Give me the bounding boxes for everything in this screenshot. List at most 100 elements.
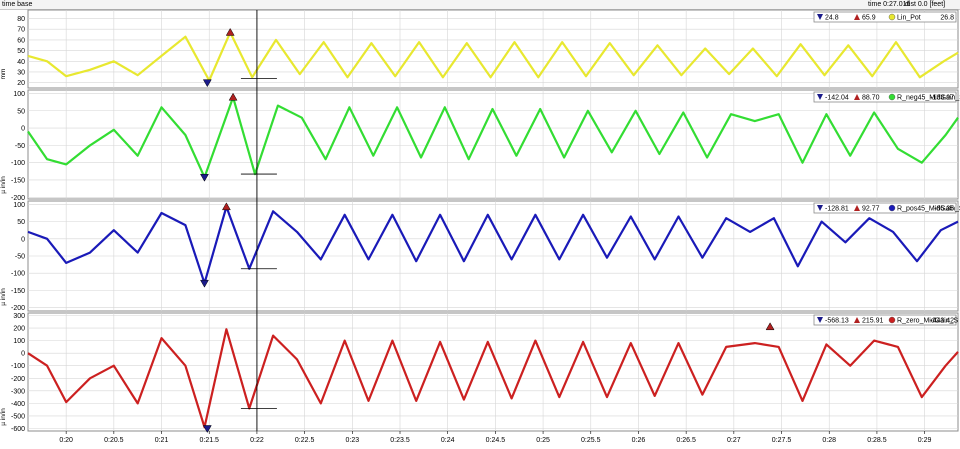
y-tick-label: 50: [17, 108, 25, 115]
x-tick-label: 0:28: [822, 437, 836, 444]
cursor-distance-readout: dist 0.0 [feet]: [905, 1, 946, 8]
plot-area: [27, 312, 959, 432]
y-tick-label: 70: [17, 27, 25, 34]
y-tick-label: 50: [17, 219, 25, 226]
y-tick-label: -100: [11, 271, 25, 278]
panel-lin_pot: 20 30 40 50 60 70 80 mm 24.8 65.9 Lin_Pot 26.8: [0, 9, 959, 89]
y-tick-label: 0: [21, 351, 25, 358]
x-tick-label: 0:23: [345, 437, 359, 444]
legend-min-icon: [817, 94, 823, 100]
legend-series-name: Lin_Pot: [897, 15, 921, 22]
legend-cursor-value: -133.97: [930, 95, 954, 102]
y-tick-label: 200: [13, 326, 25, 333]
x-tick-label: 0:22.5: [295, 437, 315, 444]
legend-series-swatch: [888, 316, 896, 324]
legend-max-icon: [854, 317, 860, 323]
y-tick-label: -100: [11, 160, 25, 167]
plot-area: [27, 89, 959, 200]
y-axis-label: µ in/in: [0, 288, 7, 306]
x-tick-label: 0:22: [250, 437, 264, 444]
min-marker: [202, 425, 212, 433]
y-tick-label: -50: [15, 254, 25, 261]
legend-series-name: R_pos45_MidGain_S: [897, 206, 960, 213]
y-tick-label: -200: [11, 195, 25, 202]
y-tick-label: 80: [17, 16, 25, 23]
legend-box: [813, 314, 957, 326]
min-marker: [200, 173, 209, 182]
y-axis-label: mm: [0, 69, 7, 80]
x-tick-label: 0:20.5: [104, 437, 124, 444]
y-tick-label: -200: [11, 305, 25, 312]
legend-max-icon: [854, 14, 860, 20]
legend-series-name: R_zero_MidGain_S: [897, 318, 958, 325]
series-line-r_pos45: [27, 205, 959, 285]
time-base-label: time base: [2, 1, 33, 8]
legend-max-icon: [854, 94, 860, 100]
legend-max-value: 215.91: [862, 318, 884, 325]
x-tick-label: 0:27.5: [772, 437, 792, 444]
x-tick-label: 0:23.5: [390, 437, 410, 444]
y-tick-label: -500: [11, 413, 25, 420]
y-tick-label: -300: [11, 388, 25, 395]
x-tick-label: 0:25.5: [581, 437, 601, 444]
legend-box: [813, 91, 957, 103]
y-axis-label: µ in/in: [0, 408, 7, 426]
x-tick-label: 0:24: [441, 437, 455, 444]
max-marker: [225, 27, 235, 36]
legend-max-value: 88.70: [862, 95, 880, 102]
y-tick-label: 60: [17, 37, 25, 44]
x-tick-label: 0:26: [632, 437, 646, 444]
legend-series-name: R_neg45_MidGain_S: [897, 95, 960, 102]
legend-cursor-value: 26.8: [940, 15, 954, 22]
y-tick-label: 300: [13, 313, 25, 320]
legend-min-icon: [817, 14, 823, 20]
x-tick-label: 0:21: [155, 437, 169, 444]
panel-r_pos45: 100 50 0 -50 -100 -150 -200 µ in/in -128.81 92.77…: [0, 200, 960, 312]
legend-max-value: 92.77: [862, 206, 880, 213]
series-line-lin_pot: [27, 31, 959, 82]
y-tick-label: 30: [17, 69, 25, 76]
legend-series-swatch: [888, 93, 896, 101]
legend-max-icon: [854, 205, 860, 211]
y-tick-label: 50: [17, 48, 25, 55]
min-marker: [200, 279, 209, 288]
x-tick-label: 0:25: [536, 437, 550, 444]
y-tick-label: 40: [17, 59, 25, 66]
y-axis-label: µ in/in: [0, 176, 7, 194]
y-tick-label: 0: [21, 126, 25, 133]
y-tick-label: -600: [11, 426, 25, 433]
x-tick-label: 0:29: [918, 437, 932, 444]
max-marker: [228, 92, 238, 101]
x-tick-label: 0:26.5: [676, 437, 696, 444]
y-tick-label: -200: [11, 376, 25, 383]
legend-min-icon: [817, 205, 823, 211]
legend-min-value: -128.81: [825, 206, 849, 213]
legend-series-swatch: [888, 204, 896, 212]
legend-box: [813, 11, 957, 23]
y-tick-label: -50: [15, 143, 25, 150]
x-tick-label: 0:20: [59, 437, 73, 444]
series-line-r_zero: [27, 328, 959, 429]
y-tick-label: 20: [17, 80, 25, 87]
x-tick-label: 0:24.5: [486, 437, 506, 444]
legend-series-swatch: [888, 13, 896, 21]
panel-r_zero: 300 200 100 0 -100 -200 -300 -400 -500 -600 µ in/i…: [0, 312, 959, 433]
legend-min-icon: [817, 317, 823, 323]
y-tick-label: 100: [13, 91, 25, 98]
y-tick-label: -400: [11, 401, 25, 408]
y-tick-label: -100: [11, 363, 25, 370]
legend-box: [813, 202, 957, 214]
x-tick-label: 0:21.5: [199, 437, 219, 444]
y-tick-label: 100: [13, 202, 25, 209]
panel-r_neg45: 100 50 0 -50 -100 -150 -200 µ in/in -142.04 88.70…: [0, 89, 960, 202]
x-tick-label: 0:28.5: [867, 437, 887, 444]
x-tick-label: 0:27: [727, 437, 741, 444]
max-marker: [221, 202, 231, 211]
legend-cursor-value: -443.42: [930, 318, 954, 325]
legend-min-value: 24.8: [825, 15, 839, 22]
y-tick-label: -150: [11, 177, 25, 184]
series-line-r_neg45: [27, 96, 959, 179]
y-tick-label: -150: [11, 288, 25, 295]
